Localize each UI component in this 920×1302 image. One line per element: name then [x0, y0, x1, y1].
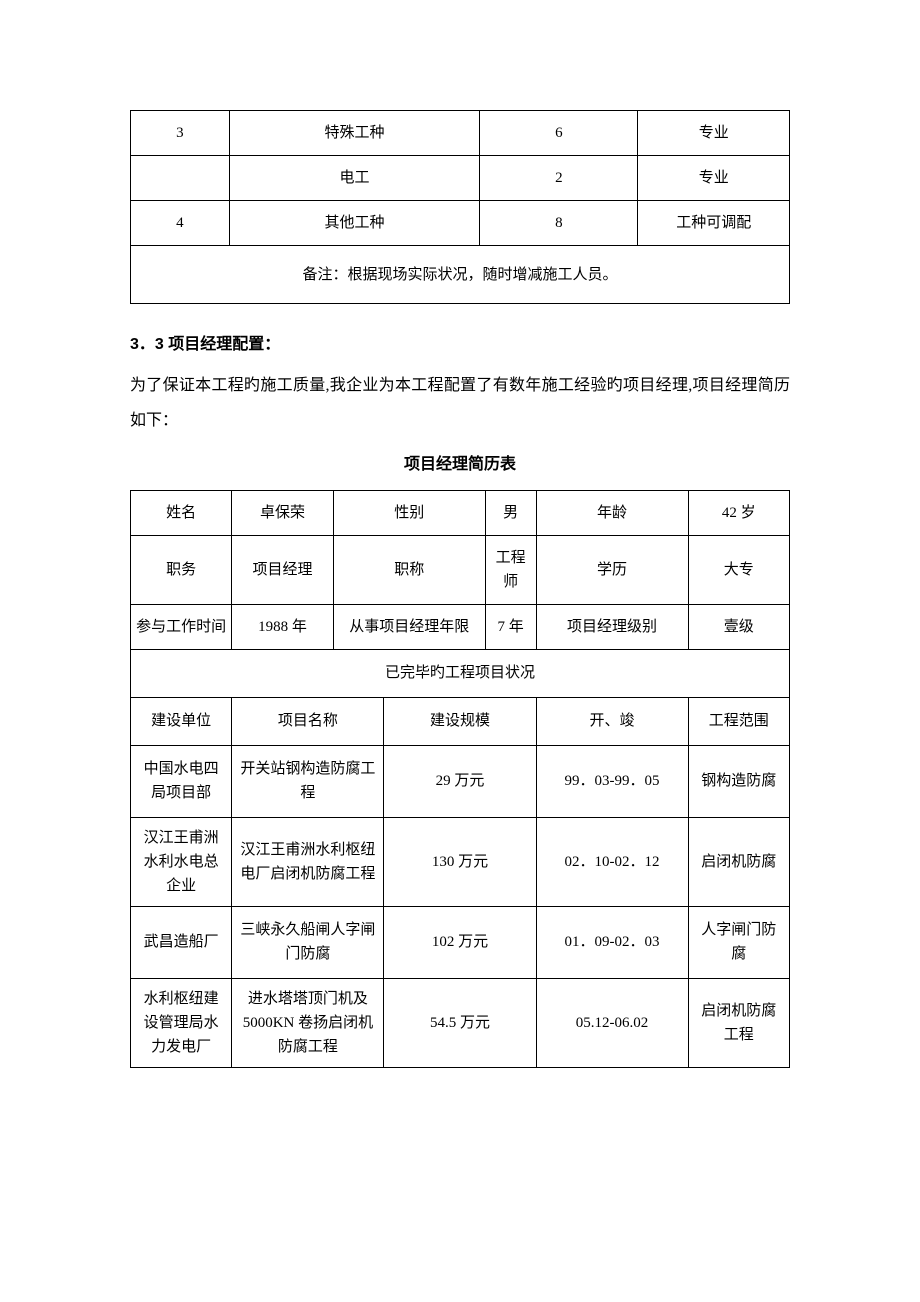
value-rank: 工程师: [485, 535, 536, 604]
value-name: 卓保荣: [232, 490, 333, 535]
label-pm-level: 项目经理级别: [536, 604, 688, 649]
value-pm-years: 7 年: [485, 604, 536, 649]
resume-row-title: 职务 项目经理 职称 工程师 学历 大专: [131, 535, 790, 604]
project-name: 进水塔塔顶门机及5000KN 卷扬启闭机防腐工程: [232, 978, 384, 1067]
value-position: 项目经理: [232, 535, 333, 604]
section-heading: 3．3 项目经理配置：: [130, 332, 790, 358]
project-name: 开关站钢构造防腐工程: [232, 745, 384, 817]
project-row: 武昌造船厂 三峡永久船闸人字闸门防腐 102 万元 01．09-02．03 人字…: [131, 906, 790, 978]
worker-config-table: 3 特殊工种 6 专业 电工 2 专业 4 其他工种 8 工种可调配 备注：根据…: [130, 110, 790, 304]
cell-note: 专业: [638, 111, 790, 156]
project-dates: 05.12-06.02: [536, 978, 688, 1067]
cell-worktype: 其他工种: [229, 201, 479, 246]
cell-count: 6: [480, 111, 638, 156]
project-dates: 01．09-02．03: [536, 906, 688, 978]
project-row: 中国水电四局项目部 开关站钢构造防腐工程 29 万元 99．03-99．05 钢…: [131, 745, 790, 817]
project-unit: 中国水电四局项目部: [131, 745, 232, 817]
value-edu: 大专: [688, 535, 789, 604]
resume-section-label: 已完毕旳工程项目状况: [131, 649, 790, 697]
label-rank: 职称: [333, 535, 485, 604]
project-scope: 钢构造防腐: [688, 745, 789, 817]
resume-row-name: 姓名 卓保荣 性别 男 年龄 42 岁: [131, 490, 790, 535]
col-header-dates: 开、竣: [536, 697, 688, 745]
value-pm-level: 壹级: [688, 604, 789, 649]
label-joindate: 参与工作时间: [131, 604, 232, 649]
project-scope: 启闭机防腐: [688, 817, 789, 906]
label-position: 职务: [131, 535, 232, 604]
resume-table-title: 项目经理简历表: [130, 452, 790, 478]
col-header-scale: 建设规模: [384, 697, 536, 745]
project-dates: 02．10-02．12: [536, 817, 688, 906]
project-unit: 汉江王甫洲水利水电总企业: [131, 817, 232, 906]
project-row: 水利枢纽建设管理局水力发电厂 进水塔塔顶门机及5000KN 卷扬启闭机防腐工程 …: [131, 978, 790, 1067]
resume-section-row: 已完毕旳工程项目状况: [131, 649, 790, 697]
table-row: 3 特殊工种 6 专业: [131, 111, 790, 156]
cell-count: 2: [480, 156, 638, 201]
section-paragraph: 为了保证本工程旳施工质量,我企业为本工程配置了有数年施工经验旳项目经理,项目经理…: [130, 368, 790, 438]
value-gender: 男: [485, 490, 536, 535]
project-row: 汉江王甫洲水利水电总企业 汉江王甫洲水利枢纽电厂启闭机防腐工程 130 万元 0…: [131, 817, 790, 906]
project-manager-resume-table: 姓名 卓保荣 性别 男 年龄 42 岁 职务 项目经理 职称 工程师 学历 大专…: [130, 490, 790, 1068]
project-name: 汉江王甫洲水利枢纽电厂启闭机防腐工程: [232, 817, 384, 906]
cell-index: 3: [131, 111, 230, 156]
project-scale: 130 万元: [384, 817, 536, 906]
cell-worktype: 电工: [229, 156, 479, 201]
col-header-scope: 工程范围: [688, 697, 789, 745]
label-gender: 性别: [333, 490, 485, 535]
cell-note: 工种可调配: [638, 201, 790, 246]
label-edu: 学历: [536, 535, 688, 604]
projects-header-row: 建设单位 项目名称 建设规模 开、竣 工程范围: [131, 697, 790, 745]
label-age: 年龄: [536, 490, 688, 535]
project-scale: 29 万元: [384, 745, 536, 817]
cell-index: 4: [131, 201, 230, 246]
table-note-row: 备注：根据现场实际状况，随时增减施工人员。: [131, 246, 790, 304]
project-dates: 99．03-99．05: [536, 745, 688, 817]
project-unit: 武昌造船厂: [131, 906, 232, 978]
project-scale: 54.5 万元: [384, 978, 536, 1067]
label-name: 姓名: [131, 490, 232, 535]
col-header-name: 项目名称: [232, 697, 384, 745]
project-scope: 启闭机防腐工程: [688, 978, 789, 1067]
cell-worktype: 特殊工种: [229, 111, 479, 156]
table-row: 4 其他工种 8 工种可调配: [131, 201, 790, 246]
document-page: 3 特殊工种 6 专业 电工 2 专业 4 其他工种 8 工种可调配 备注：根据…: [0, 0, 920, 1128]
value-age: 42 岁: [688, 490, 789, 535]
label-pm-years: 从事项目经理年限: [333, 604, 485, 649]
cell-note: 专业: [638, 156, 790, 201]
cell-count: 8: [480, 201, 638, 246]
project-scope: 人字闸门防腐: [688, 906, 789, 978]
col-header-unit: 建设单位: [131, 697, 232, 745]
project-scale: 102 万元: [384, 906, 536, 978]
value-joindate: 1988 年: [232, 604, 333, 649]
cell-index: [131, 156, 230, 201]
table-row: 电工 2 专业: [131, 156, 790, 201]
project-unit: 水利枢纽建设管理局水力发电厂: [131, 978, 232, 1067]
table-note: 备注：根据现场实际状况，随时增减施工人员。: [131, 246, 790, 304]
resume-row-experience: 参与工作时间 1988 年 从事项目经理年限 7 年 项目经理级别 壹级: [131, 604, 790, 649]
project-name: 三峡永久船闸人字闸门防腐: [232, 906, 384, 978]
